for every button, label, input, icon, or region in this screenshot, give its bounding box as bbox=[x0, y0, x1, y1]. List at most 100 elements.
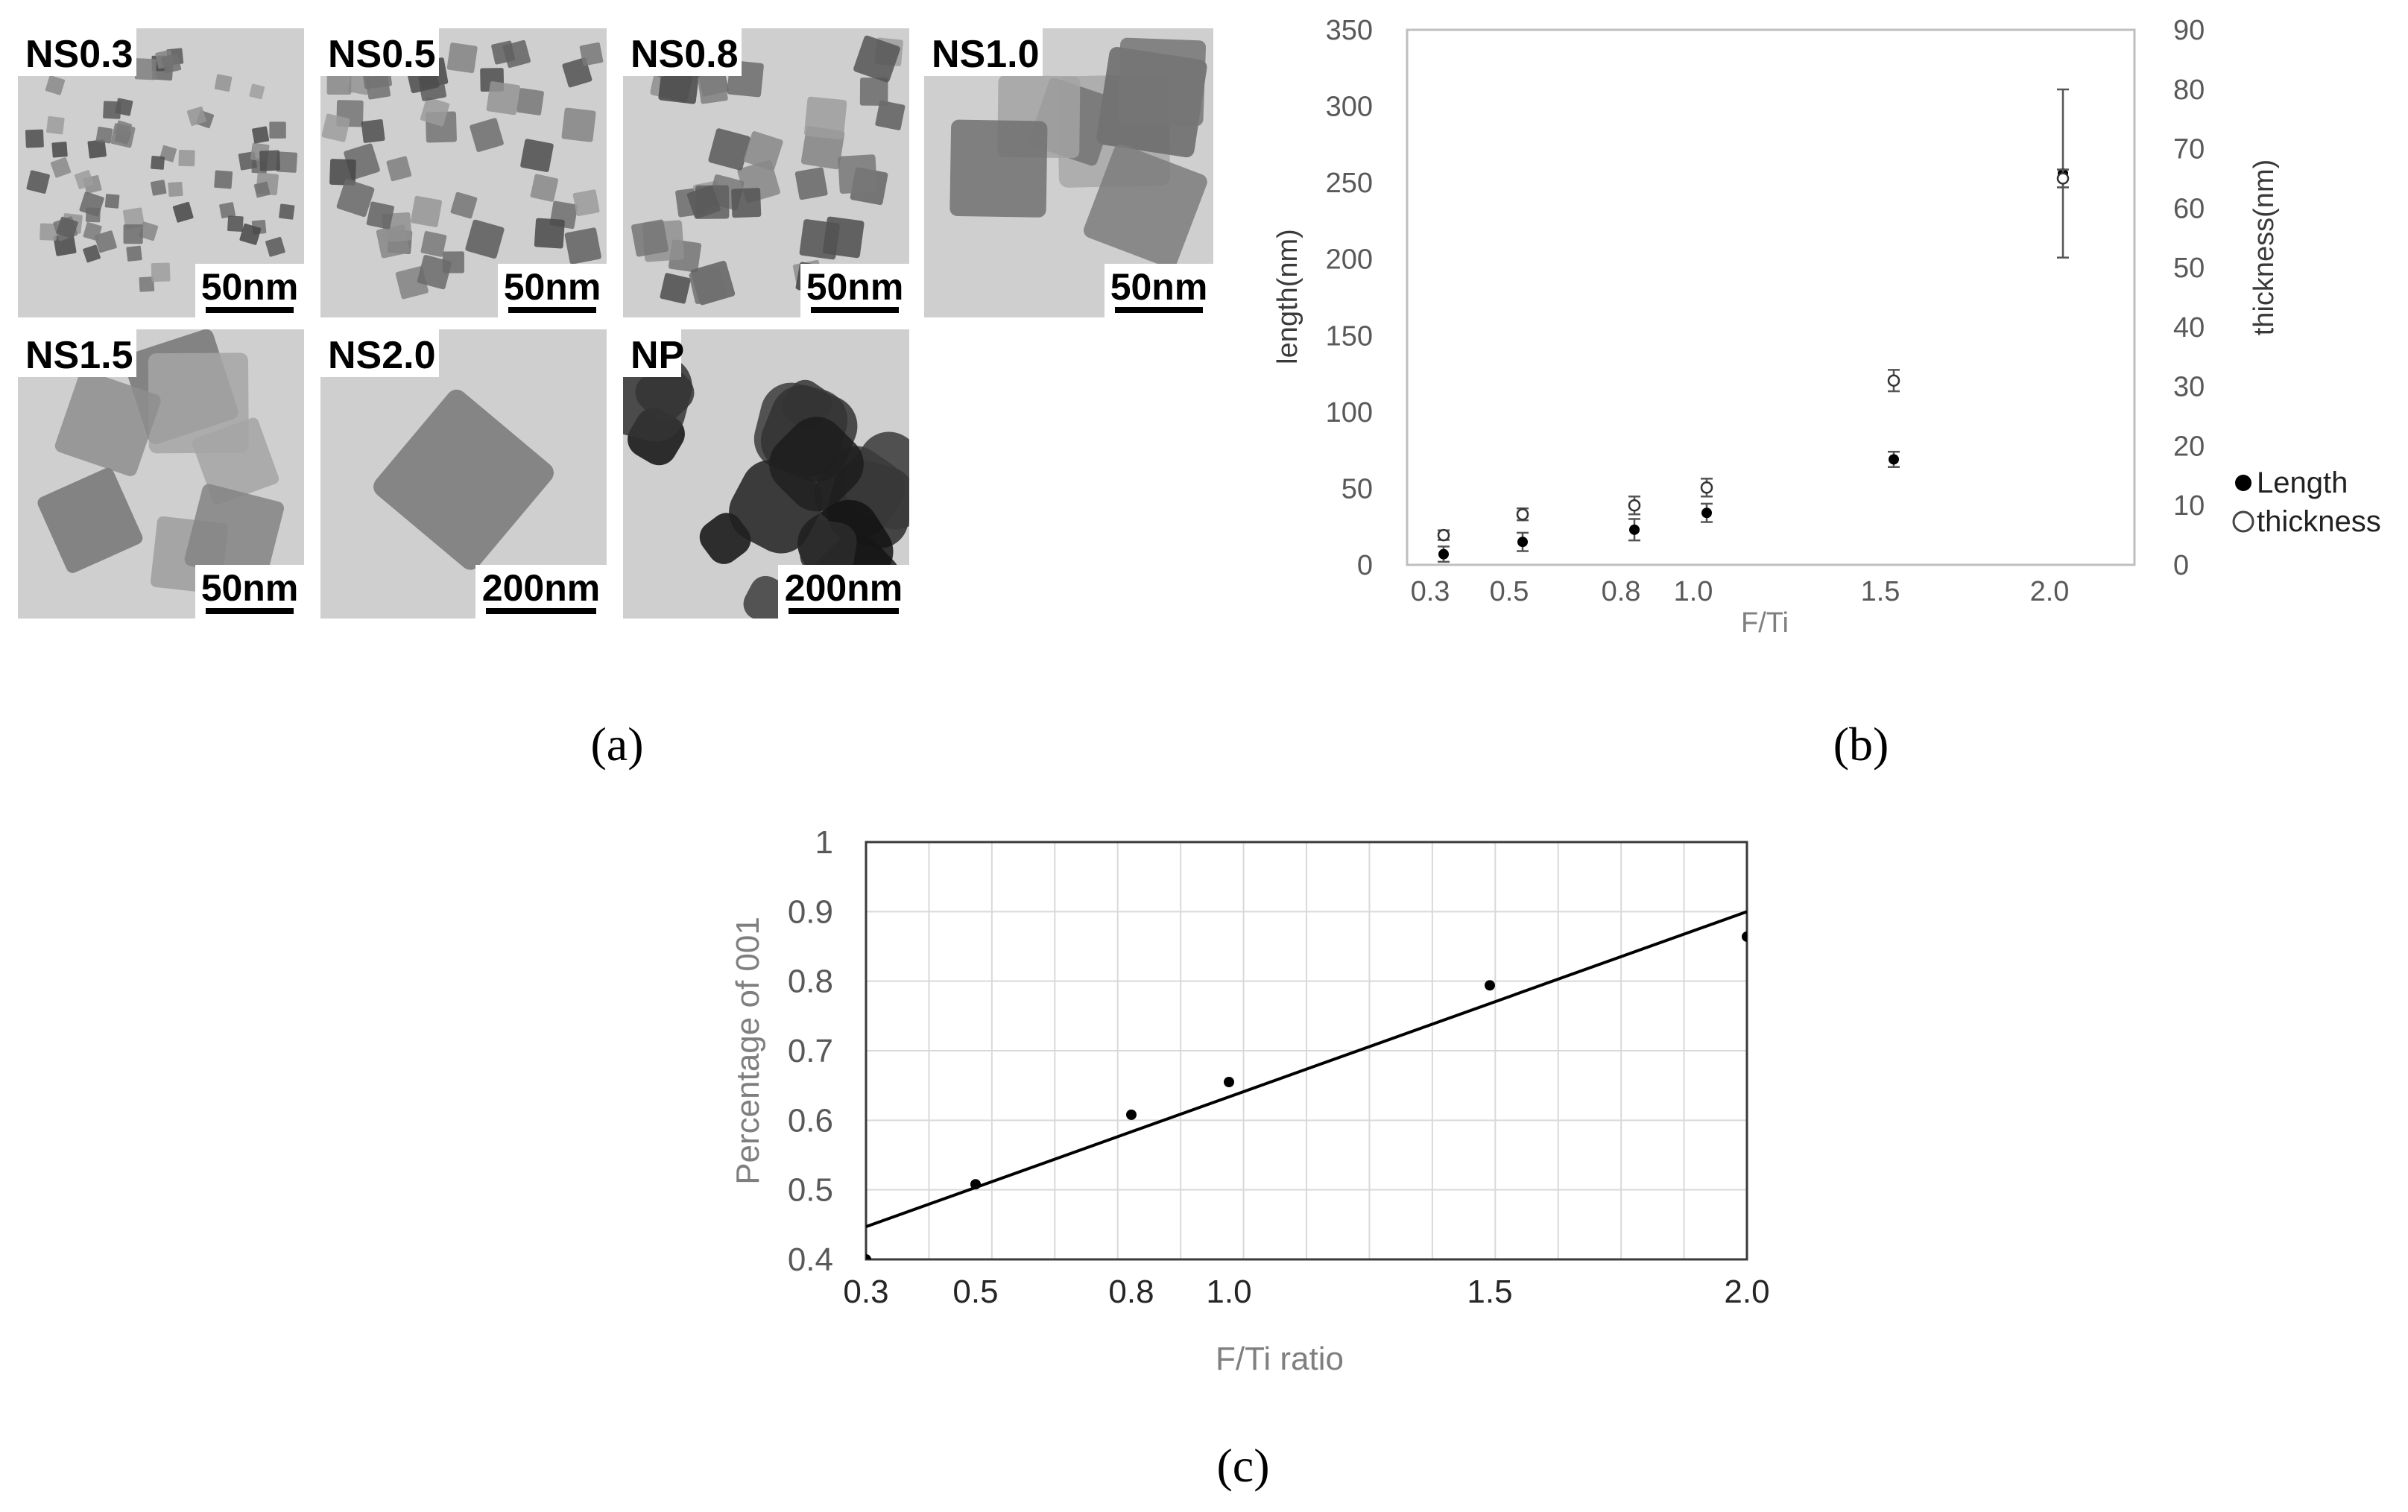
y-tick-label-b: 250 bbox=[1326, 168, 1373, 199]
nanoparticle bbox=[631, 219, 669, 257]
scale-bar-label: 200nm bbox=[482, 567, 600, 609]
scale-bar bbox=[789, 608, 899, 614]
x-tick-label-b: 1.0 bbox=[1674, 576, 1713, 607]
nanoparticle bbox=[139, 276, 155, 292]
y2-tick-label-b: 80 bbox=[2173, 75, 2205, 106]
x-tick-label-b: 2.0 bbox=[2030, 576, 2070, 607]
nanoparticle bbox=[729, 460, 823, 554]
nanoparticle bbox=[214, 74, 233, 92]
tem-image-ns2-0: NS2.0 200nm bbox=[320, 329, 607, 619]
nanoparticle bbox=[516, 88, 544, 116]
tem-image-np: NP 200nm bbox=[623, 329, 909, 619]
data-point-c bbox=[1485, 980, 1495, 991]
nanoparticle bbox=[94, 230, 117, 253]
nanoparticle bbox=[87, 139, 107, 159]
nanoparticle bbox=[534, 218, 565, 249]
scale-bar-label: 50nm bbox=[504, 266, 601, 308]
nanoparticle bbox=[279, 203, 295, 220]
x-tick-label-b: 0.3 bbox=[1411, 576, 1450, 607]
y-tick-label-b: 100 bbox=[1326, 397, 1373, 428]
y-tick-label-b: 200 bbox=[1326, 244, 1373, 276]
panel-label-b: (b) bbox=[1833, 718, 1889, 771]
sample-label: NS1.5 bbox=[25, 334, 133, 377]
nanoparticle bbox=[660, 273, 691, 304]
nanoparticle bbox=[875, 100, 906, 130]
nanoparticle bbox=[37, 468, 143, 573]
legend-b: Length thickness bbox=[2232, 466, 2381, 538]
scale-bar bbox=[1115, 307, 1203, 313]
nanoparticle bbox=[361, 119, 385, 143]
y-tick-label-c: 0.7 bbox=[788, 1033, 833, 1069]
scale-bar-label: 200nm bbox=[785, 567, 903, 609]
nanoparticle bbox=[698, 73, 728, 104]
nanoparticle bbox=[249, 83, 265, 100]
nanoparticle bbox=[520, 139, 554, 172]
nanoparticle bbox=[54, 370, 161, 476]
nanoparticle bbox=[799, 219, 840, 260]
nanoparticle bbox=[95, 126, 113, 144]
y2-tick-label-b: 90 bbox=[2173, 15, 2205, 46]
nanoparticle bbox=[50, 157, 72, 178]
y-axis-label-c: Percentage of 001 bbox=[730, 917, 766, 1185]
tem-image-ns0-3: NS0.3 50nm bbox=[18, 28, 304, 317]
nanoparticle bbox=[269, 121, 286, 139]
x-tick-label-c: 1.5 bbox=[1467, 1274, 1512, 1310]
nanoparticle bbox=[39, 223, 57, 241]
sample-label: NS2.0 bbox=[328, 334, 436, 377]
nanoparticle bbox=[838, 154, 877, 194]
nanoparticle bbox=[853, 35, 900, 83]
nanoparticle bbox=[465, 219, 505, 259]
nanoparticle bbox=[79, 192, 104, 217]
nanoparticle bbox=[373, 389, 554, 570]
scale-bar bbox=[206, 608, 294, 614]
nanoparticle bbox=[192, 417, 279, 504]
nanoparticle bbox=[417, 255, 452, 290]
trendline bbox=[866, 910, 1747, 1229]
data-point-c bbox=[866, 1254, 871, 1259]
scale-bar bbox=[206, 307, 294, 313]
nanoparticle bbox=[134, 58, 157, 80]
scale-bar-label: 50nm bbox=[1110, 266, 1208, 308]
nanoparticle bbox=[1117, 37, 1207, 127]
point-length bbox=[1701, 507, 1712, 519]
nanoparticle bbox=[572, 189, 600, 217]
nanoparticle bbox=[172, 201, 194, 223]
nanoparticle bbox=[708, 128, 750, 171]
chart-c: 1 0.9 0.8 0.7 0.6 0.5 0.4 0.3 0.5 0.8 1.0 1.5 2.0 P… bbox=[730, 824, 1770, 1377]
x-tick-label-c: 0.8 bbox=[1108, 1274, 1154, 1310]
y-tick-label-c: 1 bbox=[815, 824, 833, 861]
y-tick-label-b: 50 bbox=[1342, 473, 1373, 504]
nanoparticle bbox=[45, 75, 66, 95]
data-point-c bbox=[1742, 931, 1747, 942]
point-thickness bbox=[1700, 481, 1713, 494]
y2-tick-label-b: 50 bbox=[2173, 253, 2205, 284]
sample-label: NS0.8 bbox=[631, 33, 739, 76]
nanoparticle bbox=[123, 224, 143, 244]
nanoparticle bbox=[843, 431, 909, 530]
nanoparticle bbox=[83, 222, 102, 241]
y2-tick-label-b: 40 bbox=[2173, 312, 2205, 344]
nanoparticle bbox=[800, 519, 857, 578]
x-tick-label-c: 2.0 bbox=[1724, 1274, 1769, 1310]
nanoparticle bbox=[56, 216, 78, 239]
point-length bbox=[1438, 548, 1449, 560]
nanoparticle bbox=[122, 207, 145, 230]
nanoparticle bbox=[949, 119, 1048, 218]
nanoparticle bbox=[470, 118, 504, 152]
point-length bbox=[1889, 454, 1899, 465]
y2-tick-label-b: 0 bbox=[2173, 550, 2189, 581]
nanoparticle bbox=[411, 195, 443, 227]
y2-tick-label-b: 20 bbox=[2173, 431, 2205, 462]
nanoparticle bbox=[103, 101, 121, 119]
scale-bar-label: 50nm bbox=[806, 266, 904, 308]
x-tick-label-b: 0.5 bbox=[1490, 576, 1529, 607]
scale-bar-label: 50nm bbox=[201, 567, 299, 609]
legend-label-length: Length bbox=[2257, 466, 2348, 499]
x-tick-label-c: 0.5 bbox=[952, 1274, 998, 1310]
y-tick-label-c: 0.4 bbox=[788, 1241, 833, 1278]
nanoparticle bbox=[186, 106, 206, 126]
sample-label: NS0.5 bbox=[328, 33, 436, 76]
nanoparticle bbox=[104, 194, 120, 209]
nanoparticle bbox=[74, 170, 94, 190]
